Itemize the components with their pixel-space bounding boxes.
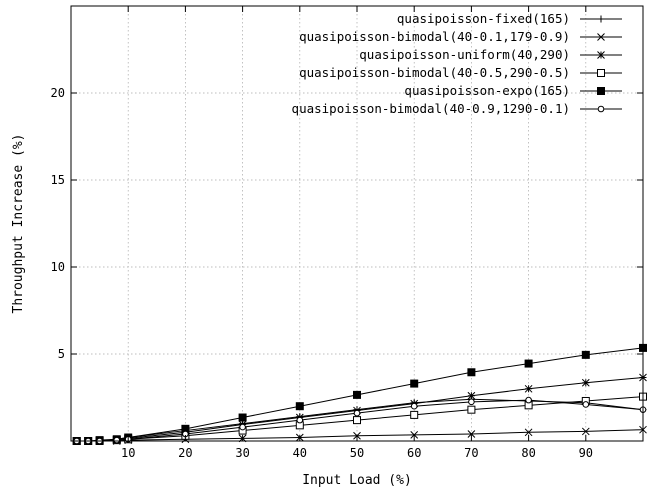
y-tick-label: 5 bbox=[58, 347, 65, 361]
point-marker bbox=[581, 350, 590, 359]
point-marker bbox=[239, 423, 246, 431]
point-marker bbox=[410, 379, 419, 388]
legend-entry: quasipoisson-uniform(40,290) bbox=[359, 47, 622, 62]
x-tick-label: 30 bbox=[235, 446, 249, 460]
x-tick-label: 10 bbox=[121, 446, 135, 460]
point-marker bbox=[410, 402, 418, 410]
legend-entry: quasipoisson-expo(165) bbox=[404, 83, 622, 98]
x-tick-label: 20 bbox=[178, 446, 192, 460]
point-marker bbox=[467, 430, 476, 438]
point-marker bbox=[597, 87, 605, 95]
x-tick-label: 50 bbox=[350, 446, 364, 460]
x-tick-label: 80 bbox=[521, 446, 535, 460]
point-marker bbox=[353, 416, 361, 425]
legend-entry: quasipoisson-fixed(165) bbox=[397, 11, 622, 26]
point-marker bbox=[353, 390, 361, 399]
legend-label: quasipoisson-bimodal(40-0.5,290-0.5) bbox=[299, 65, 570, 80]
point-marker bbox=[410, 410, 419, 419]
point-marker bbox=[295, 402, 304, 411]
point-marker bbox=[581, 378, 590, 387]
point-marker bbox=[525, 396, 532, 404]
point-marker bbox=[597, 69, 605, 77]
point-marker bbox=[524, 359, 533, 368]
point-marker bbox=[410, 431, 419, 439]
legend-label: quasipoisson-uniform(40,290) bbox=[359, 47, 570, 62]
axis-ticks: 10 20 30 40 50 60 70 80 90 5 10 15 20 bbox=[51, 6, 643, 460]
legend-label: quasipoisson-expo(165) bbox=[404, 83, 570, 98]
legend-entry: quasipoisson-bimodal(40-0.1,179-0.9) bbox=[299, 29, 622, 44]
y-axis-title: Throughput Increase (%) bbox=[11, 133, 26, 313]
point-marker bbox=[597, 33, 605, 41]
legend-entry: quasipoisson-bimodal(40-0.5,290-0.5) bbox=[299, 65, 622, 80]
legend-label: quasipoisson-fixed(165) bbox=[397, 11, 570, 26]
y-tick-label: 10 bbox=[51, 260, 65, 274]
grid-lines bbox=[71, 6, 643, 441]
y-tick-label: 20 bbox=[51, 86, 65, 100]
point-marker bbox=[296, 416, 304, 424]
x-tick-label: 90 bbox=[579, 446, 593, 460]
point-marker bbox=[597, 105, 605, 113]
point-marker bbox=[597, 51, 605, 59]
legend-label: quasipoisson-bimodal(40-0.1,179-0.9) bbox=[299, 29, 570, 44]
legend-label: quasipoisson-bimodal(40-0.9,1290-0.1) bbox=[292, 101, 570, 116]
point-marker bbox=[353, 409, 361, 417]
point-marker bbox=[597, 15, 605, 23]
x-tick-label: 70 bbox=[464, 446, 478, 460]
point-marker bbox=[581, 427, 590, 436]
point-marker bbox=[238, 413, 247, 422]
y-tick-label: 15 bbox=[51, 173, 65, 187]
legend: quasipoisson-fixed(165) quasipoisson-bimo… bbox=[292, 11, 622, 116]
series-layer bbox=[72, 343, 647, 445]
legend-entry: quasipoisson-bimodal(40-0.9,1290-0.1) bbox=[292, 101, 622, 116]
point-marker bbox=[467, 368, 476, 377]
point-marker bbox=[467, 405, 476, 414]
point-marker bbox=[524, 428, 533, 437]
point-marker bbox=[467, 391, 476, 400]
point-marker bbox=[468, 398, 475, 406]
x-tick-label: 60 bbox=[407, 446, 421, 460]
x-axis-title: Input Load (%) bbox=[302, 473, 412, 488]
series-5 bbox=[72, 343, 647, 445]
point-marker bbox=[582, 401, 590, 408]
x-tick-label: 40 bbox=[293, 446, 307, 460]
point-marker bbox=[113, 436, 121, 444]
point-marker bbox=[524, 384, 533, 393]
